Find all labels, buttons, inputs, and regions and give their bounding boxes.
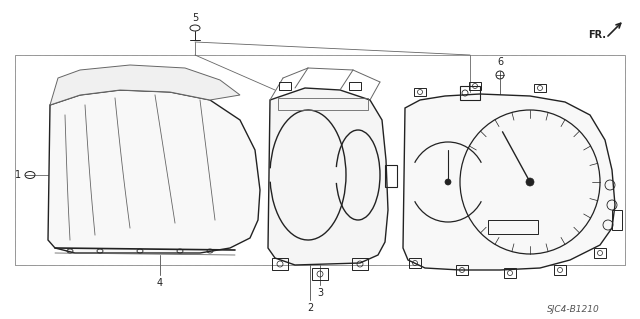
Bar <box>456 265 468 275</box>
Bar <box>554 265 566 275</box>
Text: 2: 2 <box>307 303 313 313</box>
Bar <box>349 82 361 90</box>
Bar <box>409 258 421 268</box>
Ellipse shape <box>445 179 451 185</box>
Polygon shape <box>268 88 388 265</box>
Text: 3: 3 <box>317 288 323 298</box>
Bar <box>312 268 328 280</box>
Polygon shape <box>403 94 615 270</box>
Bar <box>272 258 288 270</box>
Bar <box>534 84 546 92</box>
Bar <box>504 268 516 278</box>
Bar <box>414 88 426 96</box>
Bar <box>15 55 625 265</box>
Polygon shape <box>48 90 260 253</box>
Bar <box>278 98 368 110</box>
Bar <box>385 165 397 187</box>
Bar <box>352 258 368 270</box>
Text: SJC4-B1210: SJC4-B1210 <box>547 306 600 315</box>
Text: 5: 5 <box>192 13 198 23</box>
Polygon shape <box>50 65 240 105</box>
Bar <box>469 82 481 90</box>
Text: 4: 4 <box>157 278 163 288</box>
Ellipse shape <box>526 178 534 186</box>
Bar <box>594 248 606 258</box>
Text: 6: 6 <box>497 57 503 67</box>
Bar <box>488 220 538 234</box>
Text: FR.: FR. <box>588 30 606 40</box>
Bar <box>612 210 622 230</box>
Text: 1: 1 <box>15 170 21 180</box>
Bar <box>279 82 291 90</box>
Bar <box>460 86 480 100</box>
Bar <box>15 55 625 265</box>
